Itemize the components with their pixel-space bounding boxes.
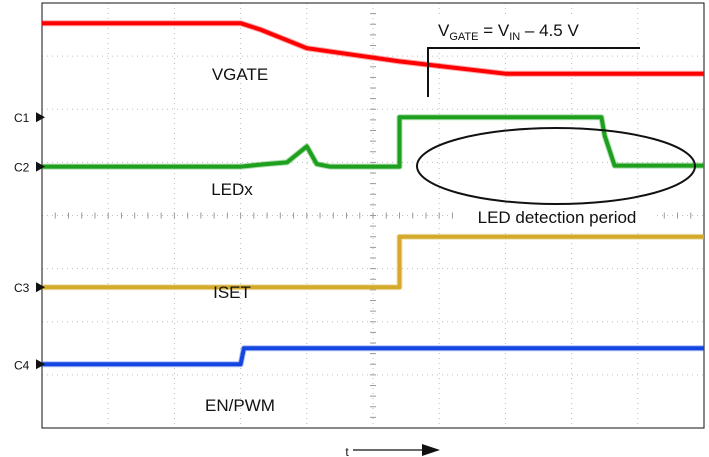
- trace-iset: [42, 234, 704, 290]
- channel-marker-label: C4: [14, 358, 30, 372]
- time-axis-label: t: [345, 445, 349, 457]
- trace-vgate: [42, 21, 704, 76]
- vgate-bracket: [427, 47, 640, 97]
- plot-frame: [41, 2, 705, 429]
- detection-ellipse: [416, 127, 696, 205]
- led-detection-label: LED detection period: [478, 208, 637, 227]
- channel-markers: C1 C2 C3 C4: [14, 111, 45, 372]
- detection-label-background: [455, 205, 655, 229]
- channel-marker-c1: C1: [14, 111, 45, 125]
- label-enpwm: EN/PWM: [205, 396, 275, 415]
- channel-arrow-icon: [36, 161, 45, 172]
- time-arrow-icon: [353, 444, 440, 456]
- label-vgate: VGATE: [212, 65, 268, 84]
- channel-marker-c2: C2: [14, 161, 45, 175]
- channel-arrow-icon: [36, 359, 45, 370]
- channel-marker-c3: C3: [14, 281, 45, 295]
- trace-en-pwm: [42, 346, 704, 367]
- channel-marker-label: C2: [14, 161, 30, 175]
- label-ledx: LEDx: [211, 180, 253, 199]
- label-iset: ISET: [213, 283, 251, 302]
- trace-ledx: [42, 115, 704, 169]
- channel-arrow-icon: [36, 112, 45, 123]
- channel-marker-label: C3: [14, 281, 30, 295]
- traces: [42, 20, 704, 368]
- vgate-eq-background: [430, 14, 634, 44]
- channel-marker-label: C1: [14, 111, 30, 125]
- channel-arrow-icon: [36, 282, 45, 293]
- vgate-equation: VGATE = VIN – 4.5 V: [438, 21, 579, 43]
- trace-noise-en-pwm: [42, 345, 704, 368]
- channel-marker-c4: C4: [14, 358, 45, 372]
